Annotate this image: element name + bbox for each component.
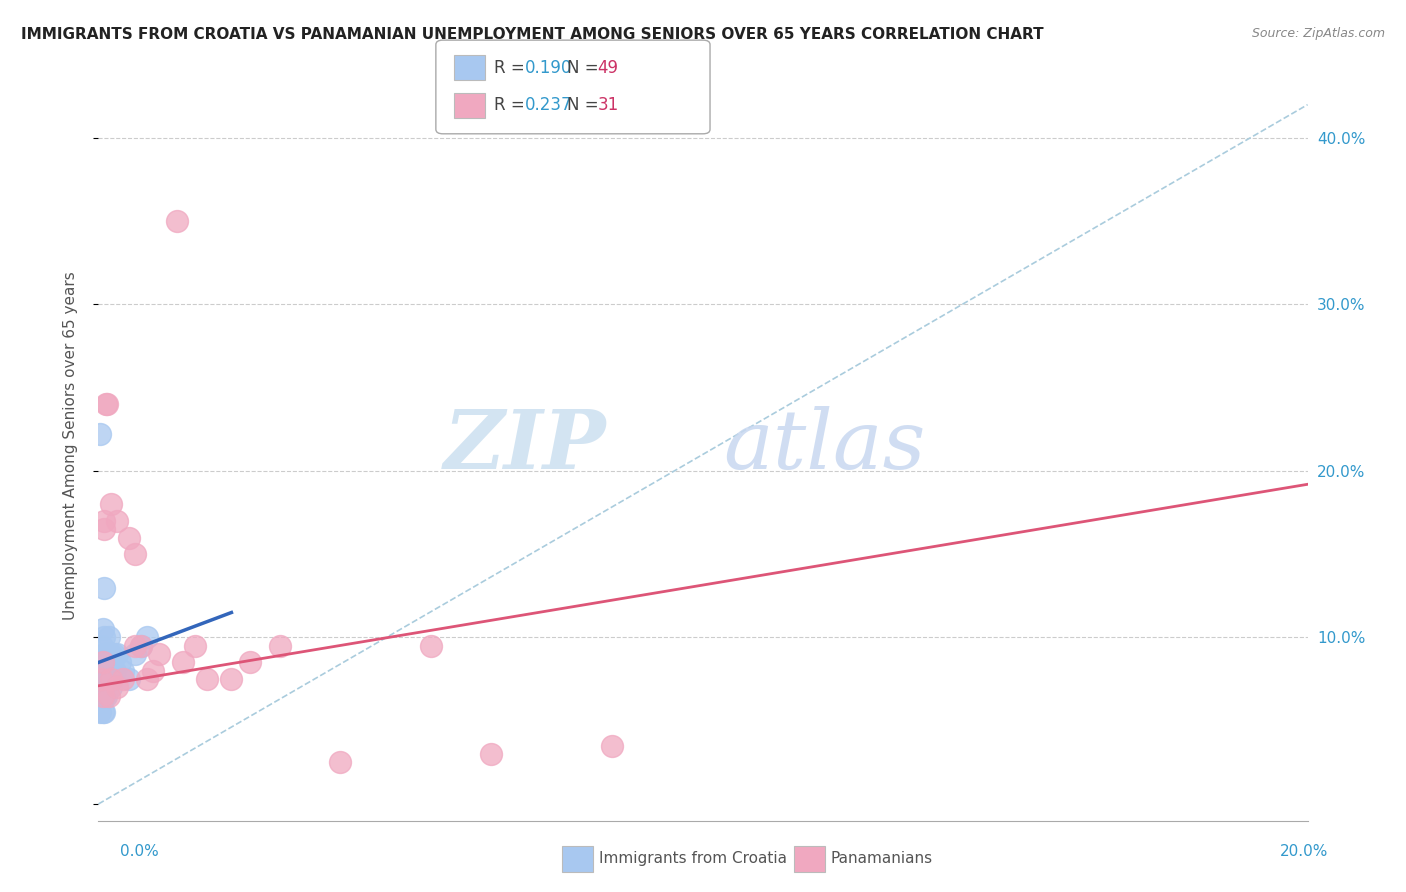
Point bbox=[96, 664, 118, 678]
Point bbox=[90, 672, 112, 686]
Text: ZIP: ZIP bbox=[444, 406, 606, 486]
Text: 0.0%: 0.0% bbox=[120, 845, 159, 859]
Point bbox=[166, 214, 188, 228]
Point bbox=[100, 656, 122, 670]
Point bbox=[105, 681, 128, 695]
Point bbox=[93, 514, 115, 528]
Point bbox=[100, 681, 122, 695]
Point bbox=[93, 631, 115, 645]
Text: 20.0%: 20.0% bbox=[1281, 845, 1329, 859]
Text: IMMIGRANTS FROM CROATIA VS PANAMANIAN UNEMPLOYMENT AMONG SENIORS OVER 65 YEARS C: IMMIGRANTS FROM CROATIA VS PANAMANIAN UN… bbox=[21, 27, 1043, 42]
Point bbox=[91, 622, 114, 636]
Point bbox=[96, 397, 118, 411]
Point bbox=[91, 639, 114, 653]
Point bbox=[124, 639, 146, 653]
Point bbox=[118, 672, 141, 686]
Point bbox=[101, 672, 124, 686]
Point bbox=[97, 656, 120, 670]
Text: atlas: atlas bbox=[723, 406, 925, 486]
Point bbox=[118, 531, 141, 545]
Point bbox=[98, 631, 121, 645]
Point bbox=[420, 639, 443, 653]
Point bbox=[100, 647, 122, 661]
Point bbox=[184, 639, 207, 653]
Point bbox=[105, 514, 128, 528]
Text: 31: 31 bbox=[598, 96, 619, 114]
Point bbox=[93, 681, 115, 695]
Point bbox=[93, 647, 115, 661]
Point bbox=[90, 672, 112, 686]
Point bbox=[103, 647, 125, 661]
Point bbox=[104, 664, 127, 678]
Text: N =: N = bbox=[567, 96, 603, 114]
Point bbox=[129, 639, 152, 653]
Point bbox=[89, 427, 111, 442]
Point bbox=[135, 631, 157, 645]
Point bbox=[91, 689, 114, 703]
Y-axis label: Unemployment Among Seniors over 65 years: Unemployment Among Seniors over 65 years bbox=[63, 272, 77, 620]
Point bbox=[96, 647, 118, 661]
Point bbox=[98, 689, 121, 703]
Text: 0.190: 0.190 bbox=[524, 59, 572, 77]
Point bbox=[111, 672, 134, 686]
Point bbox=[239, 656, 262, 670]
Point bbox=[124, 647, 146, 661]
Point bbox=[172, 656, 194, 670]
Point bbox=[142, 664, 165, 678]
Point bbox=[94, 664, 117, 678]
Point bbox=[94, 647, 117, 661]
Point bbox=[96, 647, 118, 661]
Point bbox=[93, 689, 115, 703]
Point bbox=[100, 497, 122, 511]
Point bbox=[93, 581, 115, 595]
Point bbox=[105, 647, 128, 661]
Text: 0.237: 0.237 bbox=[524, 96, 572, 114]
Point bbox=[100, 664, 122, 678]
Point bbox=[89, 706, 111, 720]
Point bbox=[100, 672, 122, 686]
Point bbox=[602, 739, 624, 753]
Point bbox=[90, 672, 112, 686]
Text: 49: 49 bbox=[598, 59, 619, 77]
Point bbox=[93, 656, 115, 670]
Point bbox=[91, 689, 114, 703]
Point bbox=[97, 664, 120, 678]
Text: Immigrants from Croatia: Immigrants from Croatia bbox=[599, 852, 787, 866]
Point bbox=[96, 397, 118, 411]
Point bbox=[135, 672, 157, 686]
Text: N =: N = bbox=[567, 59, 603, 77]
Text: R =: R = bbox=[494, 96, 530, 114]
Point bbox=[108, 656, 131, 670]
Point bbox=[195, 672, 218, 686]
Point bbox=[90, 689, 112, 703]
Point bbox=[93, 706, 115, 720]
Point bbox=[96, 672, 118, 686]
Point bbox=[148, 647, 170, 661]
Point bbox=[221, 672, 243, 686]
Point bbox=[96, 689, 118, 703]
Point bbox=[91, 656, 114, 670]
Point bbox=[96, 681, 118, 695]
Point bbox=[98, 656, 121, 670]
Point bbox=[329, 756, 352, 770]
Text: Source: ZipAtlas.com: Source: ZipAtlas.com bbox=[1251, 27, 1385, 40]
Point bbox=[90, 656, 112, 670]
Point bbox=[91, 706, 114, 720]
Point bbox=[111, 664, 134, 678]
Point bbox=[93, 522, 115, 536]
Text: R =: R = bbox=[494, 59, 530, 77]
Point bbox=[91, 664, 114, 678]
Point bbox=[269, 639, 291, 653]
Point bbox=[124, 547, 146, 561]
Point bbox=[129, 639, 152, 653]
Point bbox=[93, 672, 115, 686]
Point bbox=[481, 747, 503, 761]
Text: Panamanians: Panamanians bbox=[831, 852, 934, 866]
Point bbox=[97, 672, 120, 686]
Point bbox=[89, 689, 111, 703]
Point bbox=[91, 656, 114, 670]
Point bbox=[97, 647, 120, 661]
